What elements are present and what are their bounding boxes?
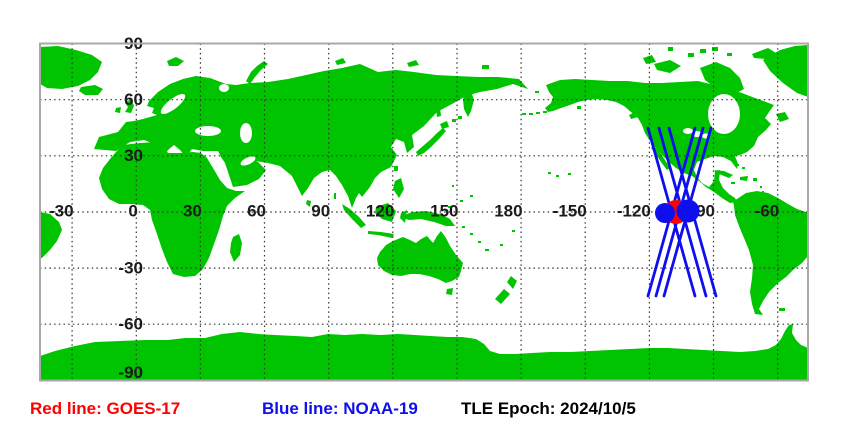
- landmass-java: [368, 231, 394, 238]
- landmass-africa: [99, 142, 245, 277]
- landmass-greenland-west: [763, 45, 808, 97]
- landmass-britain: [125, 99, 134, 113]
- lon-tick-label: 0: [128, 202, 137, 221]
- landmass-new-siberian: [407, 60, 419, 67]
- landmass-brazil-east: [40, 212, 62, 259]
- landmass-antarctica: [40, 324, 808, 380]
- landmass-honshu: [416, 128, 446, 156]
- landmass-nz-north: [507, 276, 517, 289]
- landmass-sumatra: [342, 204, 366, 228]
- landmass-new-guinea: [400, 211, 455, 226]
- landmass-nz-south: [495, 289, 510, 304]
- landmass-wrangel: [482, 65, 489, 69]
- landmass-victoria-island: [654, 60, 681, 73]
- inland-sea-layer: [160, 84, 740, 166]
- landmass-novaya-zemlya: [246, 61, 268, 84]
- landmass-madagascar: [230, 234, 242, 262]
- lon-tick-label: -60: [755, 202, 780, 221]
- landmass-hainan: [369, 175, 373, 179]
- landmass-sulawesi: [400, 210, 407, 223]
- landmass-ellesmere: [752, 48, 776, 59]
- landmass-newfoundland: [776, 112, 789, 122]
- baltic-sea: [160, 93, 186, 115]
- noaa19-position-marker: [676, 199, 700, 223]
- landmass-vancouver-island: [629, 112, 638, 119]
- satellite-marker-layer: [655, 199, 700, 224]
- hudson-bay: [708, 94, 740, 134]
- lon-tick-label: 120: [366, 202, 394, 221]
- landmass-sri-lanka: [306, 200, 311, 207]
- lon-tick-label: 180: [494, 202, 522, 221]
- landmass-iceland: [79, 85, 103, 95]
- noaa19-position-marker: [655, 203, 675, 223]
- landmass-layer: [40, 45, 808, 380]
- lon-tick-label: -150: [553, 202, 587, 221]
- caspian-sea: [240, 123, 252, 143]
- lon-tick-label: 30: [183, 202, 202, 221]
- lat-tick-label: 60: [124, 90, 143, 109]
- landmass-tasmania: [446, 288, 453, 295]
- lat-tick-label: -90: [118, 363, 143, 382]
- landmass-australia: [377, 231, 463, 283]
- landmass-hokkaido: [440, 121, 449, 129]
- persian-gulf: [240, 156, 256, 166]
- map-border: [39, 42, 809, 382]
- great-lakes: [683, 128, 693, 134]
- lat-tick-label: 30: [124, 146, 143, 165]
- landmass-baffin: [700, 62, 744, 95]
- landmass-hispaniola: [740, 176, 748, 181]
- landmass-falklands: [779, 308, 785, 311]
- legend-red-line: Red line: GOES-17: [30, 399, 181, 418]
- landmass-kamchatka: [463, 91, 474, 117]
- landmass-cuba: [714, 170, 733, 178]
- legend-blue-line: Blue line: NOAA-19: [262, 399, 418, 418]
- legend-tle-epoch: TLE Epoch: 2024/10/5: [461, 399, 636, 418]
- lon-tick-label: 150: [430, 202, 458, 221]
- landmass-taiwan: [394, 166, 398, 171]
- lon-tick-label: -30: [49, 202, 74, 221]
- white-sea: [219, 84, 229, 92]
- landmass-south-america: [733, 191, 808, 315]
- landmass-borneo: [375, 203, 396, 222]
- landmass-severnaya: [335, 58, 346, 65]
- landmass-sakhalin: [435, 99, 441, 117]
- landmass-eurasia: [94, 64, 528, 208]
- landmass-ireland: [115, 107, 121, 113]
- black-sea: [195, 126, 221, 136]
- landmass-svalbard: [167, 57, 184, 66]
- lon-tick-label: 90: [311, 202, 330, 221]
- lon-tick-label: -120: [617, 202, 651, 221]
- landmass-greenland-east: [40, 46, 102, 89]
- landmass-philippines: [393, 178, 404, 198]
- landmass-banks-island: [643, 55, 656, 64]
- lon-tick-label: 60: [247, 202, 266, 221]
